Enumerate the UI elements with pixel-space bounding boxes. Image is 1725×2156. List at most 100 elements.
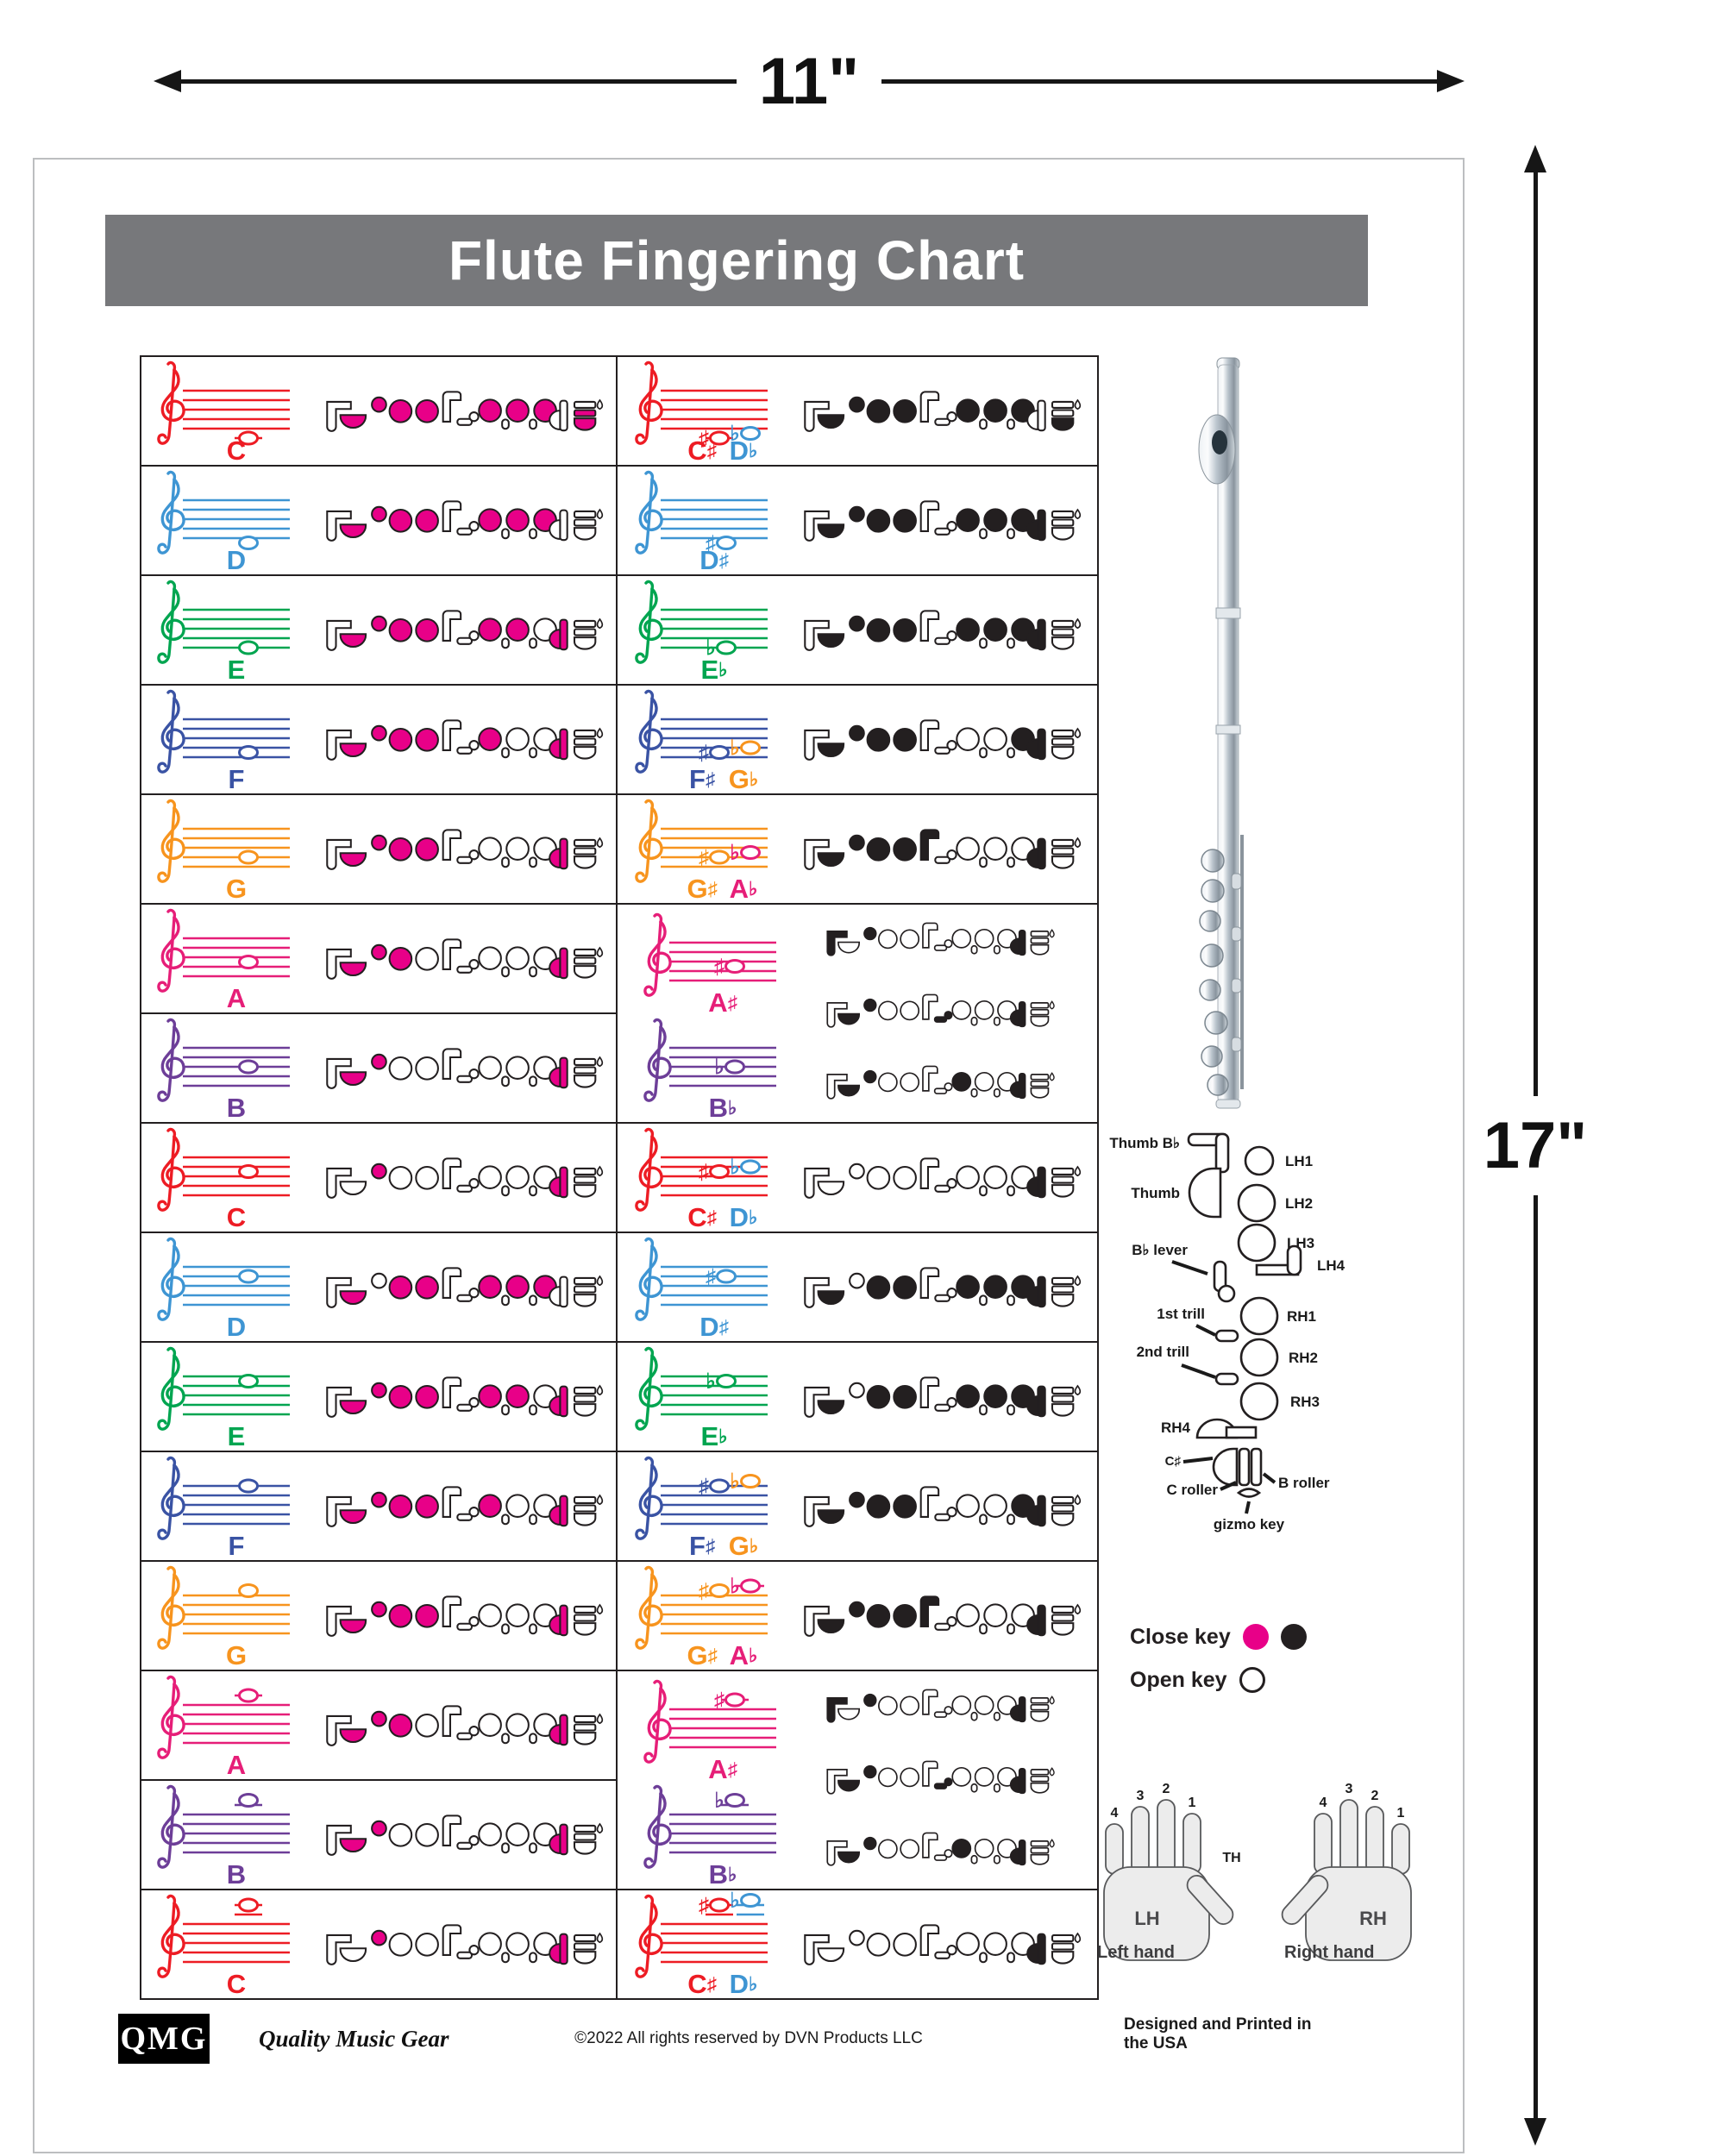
note-letter: G	[226, 874, 247, 903]
lh2-key	[1237, 1183, 1276, 1223]
trill1-key	[979, 1623, 988, 1635]
thumb-bb-key	[326, 948, 352, 980]
thumb-bb-key	[326, 1276, 352, 1308]
rh4-key	[1009, 1696, 1026, 1723]
note-letter: A♭	[730, 1640, 758, 1670]
note-letter: D	[227, 545, 246, 574]
csharp-roller-key	[1051, 1276, 1075, 1285]
rh1-key	[956, 1494, 980, 1518]
note	[740, 1159, 761, 1175]
lh3-key	[415, 1165, 439, 1190]
gizmo-key	[596, 727, 604, 739]
bb-lever-key	[934, 1397, 957, 1412]
note	[238, 1793, 259, 1808]
lh3-key	[900, 1767, 920, 1788]
fingering-diagram	[804, 829, 1082, 870]
treble-clef-icon	[635, 1456, 663, 1540]
lh2-key	[877, 1839, 898, 1859]
b-roller-key	[1030, 1853, 1050, 1865]
gizmo-key	[1074, 1384, 1082, 1396]
thumb-key	[817, 852, 845, 867]
rh4-key	[549, 399, 568, 432]
chart-cell: ♯ A♯ ♭ B♭	[616, 903, 1099, 1124]
chart-cell: ♯ ♭ C♯ D♭	[616, 1889, 1099, 2000]
lh1-key	[863, 998, 877, 1012]
treble-clef-icon	[643, 1784, 672, 1869]
trill1-key	[970, 944, 978, 955]
svg-text:2: 2	[1163, 1782, 1170, 1796]
chart-cell: F	[140, 684, 618, 795]
c-roller-key	[1030, 937, 1050, 944]
thumb-bb-key	[326, 1167, 352, 1199]
thumb-bb-key	[804, 838, 830, 870]
staff: ♯ ♭ F♯ G♭	[635, 1456, 768, 1561]
lh1-key	[863, 1693, 877, 1708]
thumb-bb-key	[326, 619, 352, 651]
rh2-key	[1239, 1338, 1279, 1377]
staff: ♯D♯	[635, 470, 768, 575]
treble-clef-icon	[635, 360, 663, 445]
bb-lever-key	[456, 1288, 480, 1302]
staff: ♭ B♭	[643, 1018, 776, 1123]
fingering-diagram	[826, 993, 1055, 1028]
note-letter: E	[228, 1421, 246, 1451]
thumb-bb-key	[804, 1605, 830, 1637]
lh3-key	[900, 1839, 920, 1859]
treble-clef-icon	[635, 1894, 663, 1978]
thumb-key	[339, 1947, 367, 1962]
rh4-key	[549, 1933, 568, 1965]
svg-text:RH3: RH3	[1290, 1394, 1320, 1410]
note	[238, 640, 259, 655]
trill1-key	[970, 1711, 978, 1721]
rh3-key	[1239, 1382, 1279, 1421]
lh2-key	[866, 1165, 891, 1190]
lh1-key	[849, 1929, 865, 1946]
lh2-key	[866, 617, 891, 642]
lh4-key	[442, 610, 462, 642]
fingering-diagram	[326, 1595, 604, 1637]
treble-clef-icon	[635, 1127, 663, 1212]
trill2-key	[1214, 1372, 1239, 1386]
lh4-key	[442, 938, 462, 970]
right-hand-caption: Right hand	[1284, 1943, 1375, 1962]
lh1-key	[371, 1053, 387, 1070]
gizmo-key	[596, 508, 604, 520]
note	[238, 849, 259, 865]
note	[740, 1893, 761, 1908]
lh2-key	[388, 1822, 413, 1847]
lh3-key	[893, 1384, 917, 1409]
thumb-key	[339, 523, 367, 538]
rh4-key	[549, 837, 568, 870]
lh1-key	[371, 834, 387, 851]
rh1-key	[951, 1000, 972, 1020]
thumb-key	[339, 1509, 367, 1524]
accidental: ♭	[730, 1575, 739, 1598]
thumb-bb-key	[826, 1769, 848, 1795]
trill2-key	[1007, 856, 1015, 868]
lh3-key	[893, 508, 917, 533]
rh1-key	[478, 1056, 502, 1080]
rh2-key	[505, 837, 530, 861]
note	[238, 1478, 259, 1494]
rh1-key	[956, 1275, 980, 1299]
lh4-key	[442, 1376, 462, 1408]
rh4-key	[1009, 1768, 1026, 1795]
note-letter: D♭	[730, 1969, 758, 1998]
lh4-key	[922, 1065, 938, 1092]
note-letter: A♯	[708, 987, 737, 1017]
rh1-key	[956, 617, 980, 642]
rh1-key	[478, 727, 502, 751]
thumb-key	[837, 1708, 861, 1720]
thumb-bb-key	[804, 1276, 830, 1308]
trill1-key	[501, 747, 510, 759]
rh4-key	[1195, 1418, 1258, 1439]
rh4-key	[1026, 618, 1046, 651]
lh3-key	[900, 929, 920, 950]
note	[238, 1164, 259, 1179]
c-roller-key	[573, 1723, 597, 1732]
trill1-key	[501, 1185, 510, 1197]
lh2-key	[388, 1713, 413, 1738]
svg-text:LH4: LH4	[1317, 1257, 1346, 1274]
trill1-key	[979, 418, 988, 430]
